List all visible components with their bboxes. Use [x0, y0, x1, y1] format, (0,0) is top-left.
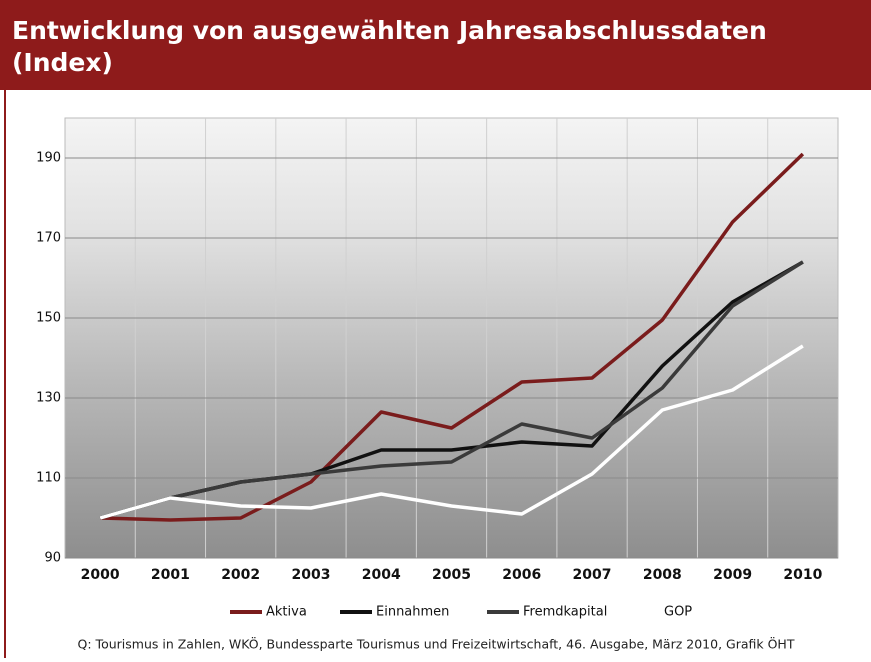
series-line — [100, 152, 805, 522]
x-tick-label: 2003 — [291, 567, 330, 583]
plot-area — [64, 117, 839, 559]
legend-label: Fremdkapital — [523, 605, 607, 620]
left-border — [4, 90, 6, 658]
x-tick-label: 2006 — [502, 567, 541, 583]
y-tick-label: 130 — [36, 391, 61, 406]
legend-label: Einnahmen — [376, 605, 449, 620]
x-tick-label: 2007 — [573, 567, 612, 583]
title-banner — [0, 0, 871, 90]
x-tick-label: 2010 — [783, 567, 822, 583]
x-tick-label: 2009 — [713, 567, 752, 583]
source-note: Q: Tourismus in Zahlen, WKÖ, Bundesspart… — [78, 636, 795, 652]
series-line — [99, 344, 804, 520]
y-tick-label: 190 — [36, 151, 61, 166]
x-tick-label: 2004 — [362, 567, 401, 583]
y-tick-label: 90 — [44, 551, 61, 566]
y-tick-label: 150 — [36, 311, 61, 326]
chart-title: Entwicklung von ausgewählten Jahresabsch… — [12, 16, 767, 77]
x-tick-label: 2002 — [221, 567, 260, 583]
y-tick-label: 110 — [36, 471, 61, 486]
x-tick-label: 2000 — [81, 567, 120, 583]
x-tick-label: 2008 — [643, 567, 682, 583]
x-tick-label: 2001 — [151, 567, 190, 583]
legend-label: Aktiva — [266, 605, 307, 620]
x-tick-label: 2005 — [432, 567, 471, 583]
series-line — [99, 260, 804, 520]
y-tick-label: 170 — [36, 231, 61, 246]
legend-label: GOP — [664, 605, 692, 620]
